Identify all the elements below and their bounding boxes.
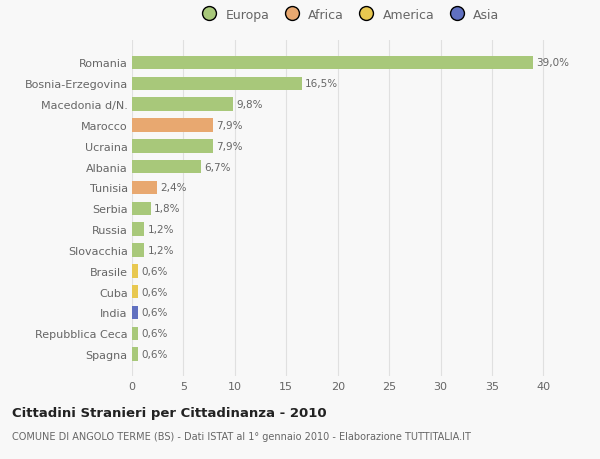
- Bar: [132, 56, 533, 70]
- Bar: [132, 202, 151, 216]
- Text: 0,6%: 0,6%: [141, 266, 167, 276]
- Text: 39,0%: 39,0%: [536, 58, 569, 68]
- Bar: [132, 181, 157, 195]
- Text: 6,7%: 6,7%: [204, 162, 230, 172]
- Text: 0,6%: 0,6%: [141, 308, 167, 318]
- Text: 7,9%: 7,9%: [217, 121, 243, 131]
- Bar: [132, 161, 201, 174]
- Bar: [132, 264, 138, 278]
- Bar: [132, 244, 145, 257]
- Bar: [132, 140, 213, 153]
- Text: COMUNE DI ANGOLO TERME (BS) - Dati ISTAT al 1° gennaio 2010 - Elaborazione TUTTI: COMUNE DI ANGOLO TERME (BS) - Dati ISTAT…: [12, 431, 471, 442]
- Text: 9,8%: 9,8%: [236, 100, 262, 110]
- Text: 7,9%: 7,9%: [217, 141, 243, 151]
- Legend: Europa, Africa, America, Asia: Europa, Africa, America, Asia: [197, 9, 499, 22]
- Bar: [132, 327, 138, 341]
- Text: 16,5%: 16,5%: [305, 79, 338, 89]
- Text: 2,4%: 2,4%: [160, 183, 186, 193]
- Bar: [132, 285, 138, 299]
- Text: 1,2%: 1,2%: [148, 246, 174, 255]
- Text: 1,2%: 1,2%: [148, 224, 174, 235]
- Text: Cittadini Stranieri per Cittadinanza - 2010: Cittadini Stranieri per Cittadinanza - 2…: [12, 406, 326, 419]
- Text: 0,6%: 0,6%: [141, 349, 167, 359]
- Bar: [132, 347, 138, 361]
- Bar: [132, 98, 233, 112]
- Bar: [132, 119, 213, 133]
- Text: 1,8%: 1,8%: [154, 204, 180, 214]
- Text: 0,6%: 0,6%: [141, 329, 167, 339]
- Bar: [132, 223, 145, 236]
- Bar: [132, 306, 138, 319]
- Text: 0,6%: 0,6%: [141, 287, 167, 297]
- Bar: [132, 77, 302, 91]
